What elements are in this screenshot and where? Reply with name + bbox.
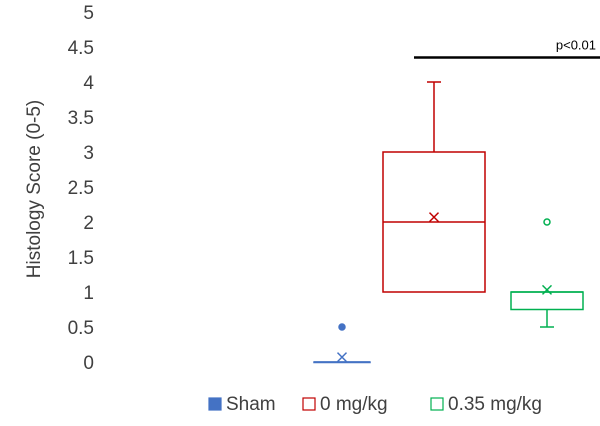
y-tick-label: 1.5: [68, 248, 94, 269]
y-axis-label: Histology Score (0-5): [24, 100, 45, 278]
legend-item: 0.35 mg/kg: [430, 394, 542, 415]
y-tick-label: 5: [83, 3, 94, 24]
legend-label: Sham: [226, 394, 276, 415]
y-tick-label: 3.5: [68, 108, 94, 129]
y-tick-label: 2: [83, 213, 94, 234]
y-tick-label: 1: [83, 283, 94, 304]
outlier-point: [338, 323, 346, 331]
mean-marker: [428, 212, 440, 223]
legend-item: Sham: [208, 394, 276, 415]
legend-item: 0 mg/kg: [302, 394, 388, 415]
y-tick-label: 2.5: [68, 178, 94, 199]
y-tick-label: 4.5: [68, 38, 94, 59]
mean-marker: [336, 352, 348, 363]
y-tick-label: 0: [83, 353, 94, 374]
plot-area: [313, 81, 584, 364]
y-axis: 0 0.5 1 1.5 2 2.5 3 3.5 4 4.5 5: [68, 3, 95, 374]
legend-label: 0 mg/kg: [320, 394, 388, 415]
legend-swatch: [430, 397, 444, 411]
box-sham: [313, 323, 371, 364]
y-tick-label: 0.5: [68, 318, 94, 339]
legend: Sham 0 mg/kg 0.35 mg/kg: [208, 394, 542, 415]
box-0-35-mg-kg: [510, 218, 584, 328]
y-tick-label: 3: [83, 143, 94, 164]
y-tick-label: 4: [83, 73, 94, 94]
legend-label: 0.35 mg/kg: [448, 394, 542, 415]
legend-swatch: [208, 397, 222, 411]
legend-swatch: [302, 397, 316, 411]
box-0-mg-kg: [382, 81, 486, 293]
annotations: p<0.01: [414, 38, 600, 59]
box-iqr: [510, 291, 584, 311]
outlier-point: [543, 218, 551, 226]
significance-label: p<0.01: [556, 38, 596, 53]
mean-marker: [541, 284, 553, 295]
